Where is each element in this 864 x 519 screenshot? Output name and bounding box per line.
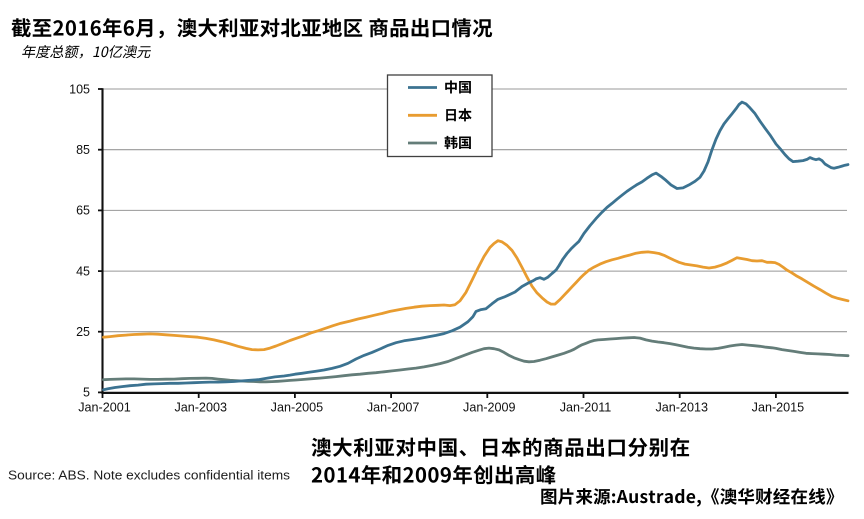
svg-text:85: 85 — [76, 143, 90, 157]
svg-text:Jan-2013: Jan-2013 — [655, 401, 708, 415]
svg-text:105: 105 — [69, 82, 90, 96]
svg-text:45: 45 — [76, 264, 90, 278]
svg-text:Source: ABS. Note excludes con: Source: ABS. Note excludes confidential … — [8, 468, 290, 483]
svg-text:Jan-2005: Jan-2005 — [271, 401, 324, 415]
svg-text:65: 65 — [76, 204, 90, 218]
svg-text:25: 25 — [76, 325, 90, 339]
svg-text:Jan-2009: Jan-2009 — [463, 401, 516, 415]
svg-text:5: 5 — [83, 386, 90, 400]
svg-text:Jan-2007: Jan-2007 — [367, 401, 420, 415]
svg-text:Jan-2015: Jan-2015 — [752, 401, 805, 415]
svg-text:Jan-2011: Jan-2011 — [560, 401, 612, 415]
svg-text:Jan-2001: Jan-2001 — [78, 401, 131, 415]
svg-text:Jan-2003: Jan-2003 — [174, 401, 227, 415]
